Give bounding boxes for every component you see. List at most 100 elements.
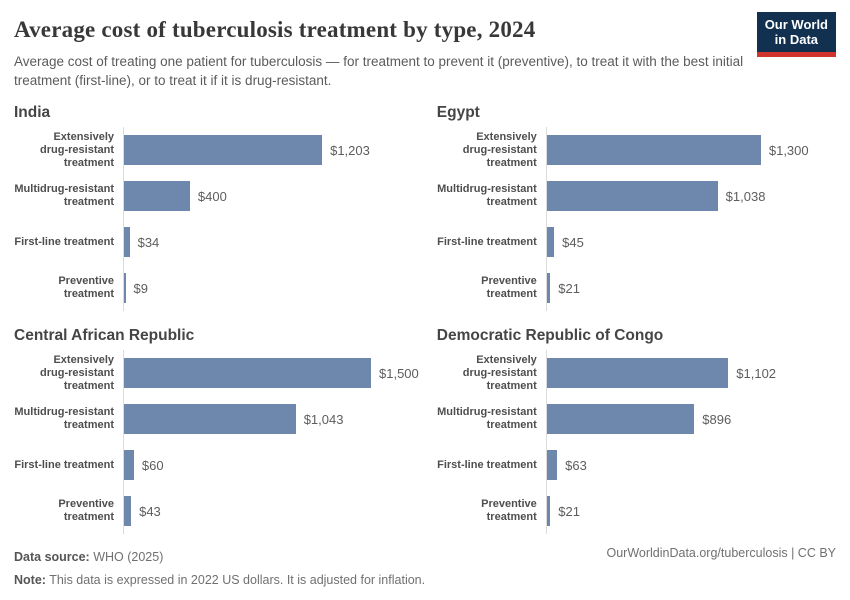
bar-row: First-line treatment $34 — [14, 219, 419, 266]
category-label: Preventive treatment — [58, 498, 114, 524]
bar-row: First-line treatment $60 — [14, 442, 419, 489]
data-source-label: Data source: — [14, 550, 90, 565]
bar[interactable] — [546, 135, 761, 166]
note-label: Note: — [14, 572, 46, 587]
bar-row: Multidrug-resistant treatment $1,043 — [14, 396, 419, 443]
bar-row: Multidrug-resistant treatment $400 — [14, 173, 419, 220]
panel-democratic-republic-of-congo: Democratic Republic of Congo Extensively… — [436, 327, 836, 535]
bar-row: Preventive treatment $9 — [14, 265, 419, 312]
bar-row: Preventive treatment $21 — [437, 488, 836, 535]
category-label: Extensively drug-resistant treatment — [40, 353, 114, 392]
footer: Data source: WHO (2025) Note: This data … — [14, 546, 836, 591]
bar[interactable] — [124, 227, 130, 258]
value-label: $21 — [558, 280, 580, 296]
value-label: $1,203 — [330, 142, 370, 158]
bar-area: $21 — [545, 488, 836, 535]
bar-row: Multidrug-resistant treatment $1,038 — [437, 173, 836, 220]
bar-area: $896 — [545, 396, 836, 443]
bar[interactable] — [546, 181, 718, 212]
value-label: $1,500 — [379, 365, 419, 381]
category-label: Preventive treatment — [481, 498, 537, 524]
bar-area: $1,203 — [123, 127, 419, 174]
data-source-line: Data source: WHO (2025) — [14, 546, 425, 569]
owid-logo[interactable]: Our World in Data — [756, 12, 836, 57]
bar[interactable] — [124, 273, 126, 304]
panels-grid: India Extensively drug-resistant treatment… — [14, 104, 836, 535]
bar[interactable] — [124, 181, 190, 212]
panel-title: Central African Republic — [14, 327, 195, 345]
bar[interactable] — [124, 358, 371, 389]
value-label: $1,102 — [736, 365, 777, 381]
bar[interactable] — [546, 496, 551, 527]
bar-area: $60 — [123, 442, 419, 489]
chart-title: Average cost of tuberculosis treatment b… — [14, 17, 536, 42]
bar-row: Extensively drug-resistant treatment $1,102 — [437, 350, 836, 397]
bar-row: First-line treatment $63 — [437, 442, 836, 489]
bar[interactable] — [124, 135, 323, 166]
category-label: First-line treatment — [437, 235, 537, 248]
category-label: Preventive treatment — [58, 275, 114, 301]
bar-area: $1,038 — [545, 173, 836, 220]
category-label: First-line treatment — [14, 458, 114, 471]
attribution-link[interactable]: OurWorldinData.org/tuberculosis | CC BY — [606, 546, 837, 561]
bar-row: First-line treatment $45 — [437, 219, 836, 266]
value-label: $43 — [139, 503, 161, 519]
category-label: Preventive treatment — [481, 275, 537, 301]
panel-egypt: Egypt Extensively drug-resistant treatment… — [436, 104, 836, 312]
bar-area: $45 — [545, 219, 836, 266]
value-label: $45 — [562, 234, 584, 250]
bar-row: Extensively drug-resistant treatment $1,203 — [14, 127, 419, 174]
bar-row: Extensively drug-resistant treatment $1,300 — [437, 127, 836, 174]
bar-area: $1,043 — [123, 396, 419, 443]
owid-logo-line1: Our World — [764, 17, 828, 32]
bar-row: Preventive treatment $43 — [14, 488, 419, 535]
bar-area: $34 — [123, 219, 419, 266]
panel-title: Democratic Republic of Congo — [436, 327, 664, 345]
bar-area: $1,500 — [123, 350, 419, 397]
category-label: Multidrug-resistant treatment — [437, 183, 537, 209]
value-label: $896 — [702, 411, 732, 427]
category-label: Extensively drug-resistant treatment — [462, 353, 537, 392]
panel-title: Egypt — [436, 104, 480, 122]
header-text: Average cost of tuberculosis treatment b… — [14, 10, 757, 90]
bar-row: Multidrug-resistant treatment $896 — [437, 396, 836, 443]
bar-area: $1,300 — [545, 127, 836, 174]
bar[interactable] — [124, 496, 132, 527]
bar-row: Preventive treatment $21 — [437, 265, 836, 312]
value-label: $1,043 — [303, 411, 344, 427]
bar-area: $1,102 — [545, 350, 836, 397]
footer-notes: Data source: WHO (2025) Note: This data … — [14, 546, 425, 591]
value-label: $60 — [141, 457, 164, 473]
panel-plot: Extensively drug-resistant treatment $1,102… — [437, 350, 836, 535]
panel-title: India — [14, 104, 51, 122]
bar[interactable] — [124, 450, 134, 481]
value-label: $63 — [565, 457, 587, 473]
value-label: $21 — [558, 503, 580, 519]
bar-area: $9 — [123, 265, 419, 312]
bar[interactable] — [546, 358, 729, 389]
bar-area: $43 — [123, 488, 419, 535]
note-line: Note: This data is expressed in 2022 US … — [14, 569, 425, 592]
category-label: Extensively drug-resistant treatment — [40, 130, 114, 169]
category-label: Multidrug-resistant treatment — [437, 406, 537, 432]
note-text: This data is expressed in 2022 US dollar… — [45, 572, 426, 587]
category-label: First-line treatment — [14, 235, 114, 248]
bar[interactable] — [124, 404, 296, 435]
bar-area: $21 — [545, 265, 836, 312]
category-label: Extensively drug-resistant treatment — [462, 130, 537, 169]
chart-subtitle: Average cost of treating one patient for… — [14, 54, 744, 89]
category-label: Multidrug-resistant treatment — [14, 406, 114, 432]
bar[interactable] — [546, 227, 555, 258]
bar[interactable] — [546, 273, 551, 304]
panel-plot: Extensively drug-resistant treatment $1,300… — [437, 127, 836, 312]
bar[interactable] — [546, 404, 695, 435]
category-label: Multidrug-resistant treatment — [14, 183, 114, 209]
bar-area: $400 — [123, 173, 419, 220]
panel-central-african-republic: Central African Republic Extensively drug… — [14, 327, 419, 535]
value-label: $400 — [197, 188, 227, 204]
bar[interactable] — [546, 450, 558, 481]
value-label: $9 — [133, 280, 148, 296]
value-label: $34 — [137, 234, 160, 250]
data-source-text: WHO (2025) — [89, 550, 164, 565]
